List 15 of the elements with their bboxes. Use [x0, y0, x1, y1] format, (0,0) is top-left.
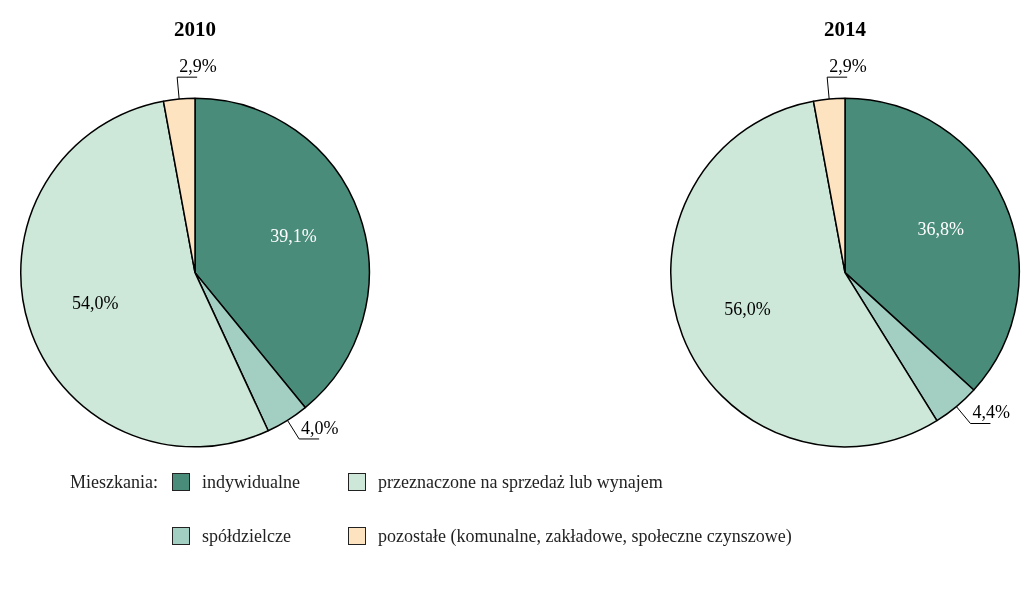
data-label: 4,4%	[972, 402, 1010, 423]
data-label: 2,9%	[179, 55, 217, 76]
legend-label: pozostałe (komunalne, zakładowe, społeczne czynszowe)	[377, 525, 792, 547]
legend-label: spółdzielcze	[201, 525, 291, 547]
data-label: 36,8%	[917, 219, 964, 240]
data-label: 2,9%	[829, 55, 867, 76]
legend-label: indywidualne	[201, 471, 300, 493]
data-label: 4,0%	[301, 417, 339, 438]
data-label: 39,1%	[270, 226, 317, 247]
legend-label: przeznaczone na sprzedaż lub wynajem	[377, 471, 663, 493]
legend-title: Mieszkania:	[70, 471, 158, 494]
data-label: 54,0%	[72, 293, 119, 314]
chart-title: 2014	[824, 17, 867, 42]
data-label: 56,0%	[724, 299, 771, 320]
chart-title: 2010	[174, 17, 216, 42]
